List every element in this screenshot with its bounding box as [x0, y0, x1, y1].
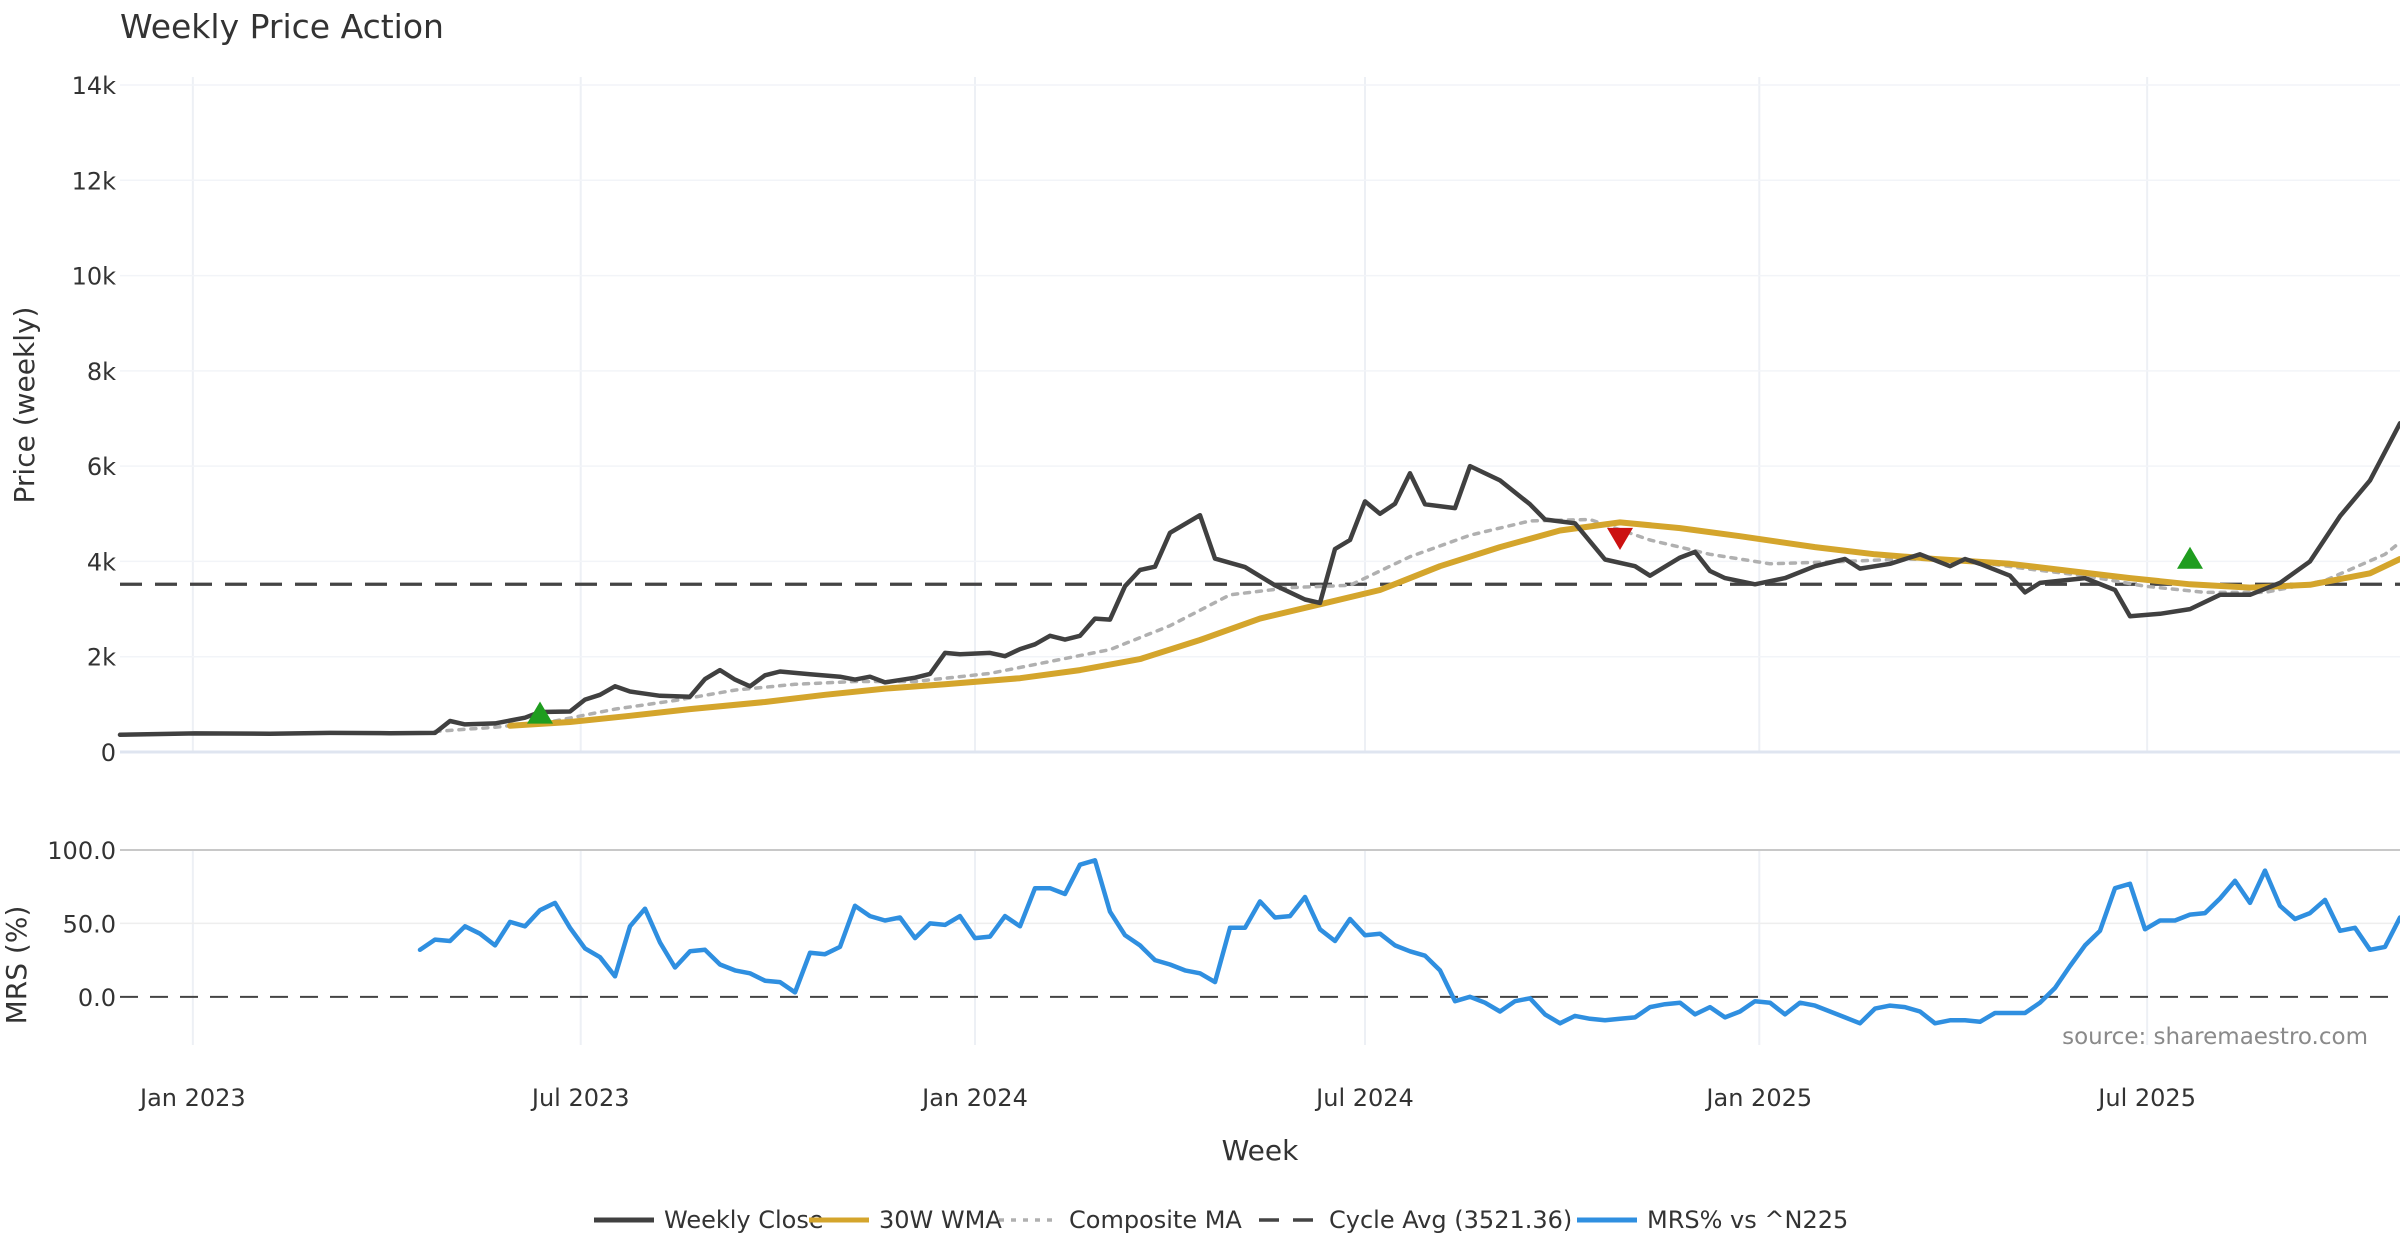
legend-item-cycle-avg-3521-36: Cycle Avg (3521.36)	[1259, 1206, 1572, 1234]
price-gridlines	[120, 77, 2400, 754]
signal-down-marker	[1607, 527, 1633, 550]
series-line-weekly-close	[117, 421, 2400, 738]
price-y-tick-label: 8k	[87, 358, 116, 386]
legend-item-composite-ma: Composite MA	[999, 1206, 1242, 1234]
legend-item-30w-wma: 30W WMA	[809, 1206, 1002, 1234]
price-series-group	[117, 421, 2400, 738]
signal-up-marker	[2177, 546, 2203, 569]
price-y-axis-label: Price (weekly)	[8, 307, 41, 504]
x-tick-label: Jan 2024	[920, 1084, 1028, 1112]
legend-item-weekly-close: Weekly Close	[594, 1206, 824, 1234]
series-line-mrs-vs-n225	[417, 858, 2400, 1026]
mrs-y-tick-label: 0.0	[78, 984, 116, 1012]
price-y-tick-label: 6k	[87, 453, 116, 481]
source-note: source: sharemaestro.com	[2062, 1024, 2368, 1050]
signal-markers	[527, 527, 2203, 724]
price-y-tick-labels: 0 2k 4k 6k 8k 10k 12k 14k	[72, 72, 117, 767]
price-y-tick-label: 10k	[72, 263, 117, 291]
mrs-series-group	[417, 858, 2400, 1026]
series-line-composite-ma	[433, 517, 2400, 734]
legend-label: 30W WMA	[879, 1206, 1002, 1234]
price-y-tick-label: 12k	[72, 167, 117, 195]
series-line-30w-wma	[507, 519, 2400, 729]
mrs-y-tick-label: 50.0	[63, 910, 116, 938]
x-tick-labels: Jan 2023 Jul 2023 Jan 2024 Jul 2024 Jan 2025…	[138, 1084, 2196, 1112]
legend-label: MRS% vs ^N225	[1647, 1206, 1848, 1234]
legend-label: Cycle Avg (3521.36)	[1329, 1206, 1572, 1234]
x-tick-label: Jul 2023	[530, 1084, 630, 1112]
mrs-y-tick-labels: 0.0 50.0 100.0	[47, 837, 116, 1012]
signal-up-marker	[527, 701, 553, 724]
price-y-tick-label: 2k	[87, 644, 116, 672]
legend-label: Weekly Close	[664, 1206, 824, 1234]
legend-label: Composite MA	[1069, 1206, 1242, 1234]
mrs-y-tick-label: 100.0	[47, 837, 116, 865]
x-axis-label: Week	[1222, 1134, 1299, 1167]
legend-item-mrs-vs-n225: MRS% vs ^N225	[1577, 1206, 1848, 1234]
x-tick-label: Jan 2023	[138, 1084, 246, 1112]
x-tick-label: Jul 2025	[2096, 1084, 2196, 1112]
price-y-tick-label: 14k	[72, 72, 117, 100]
mrs-y-axis-label: MRS (%)	[0, 906, 33, 1025]
price-y-tick-label: 0	[101, 739, 116, 767]
x-tick-label: Jan 2025	[1704, 1084, 1812, 1112]
x-tick-label: Jul 2024	[1314, 1084, 1414, 1112]
price-y-tick-label: 4k	[87, 548, 116, 576]
legend: Weekly Close 30W WMA Composite MA Cycle Avg…	[594, 1206, 1848, 1234]
mrs-gridlines	[120, 849, 2400, 1045]
chart-title: Weekly Price Action	[120, 7, 444, 46]
